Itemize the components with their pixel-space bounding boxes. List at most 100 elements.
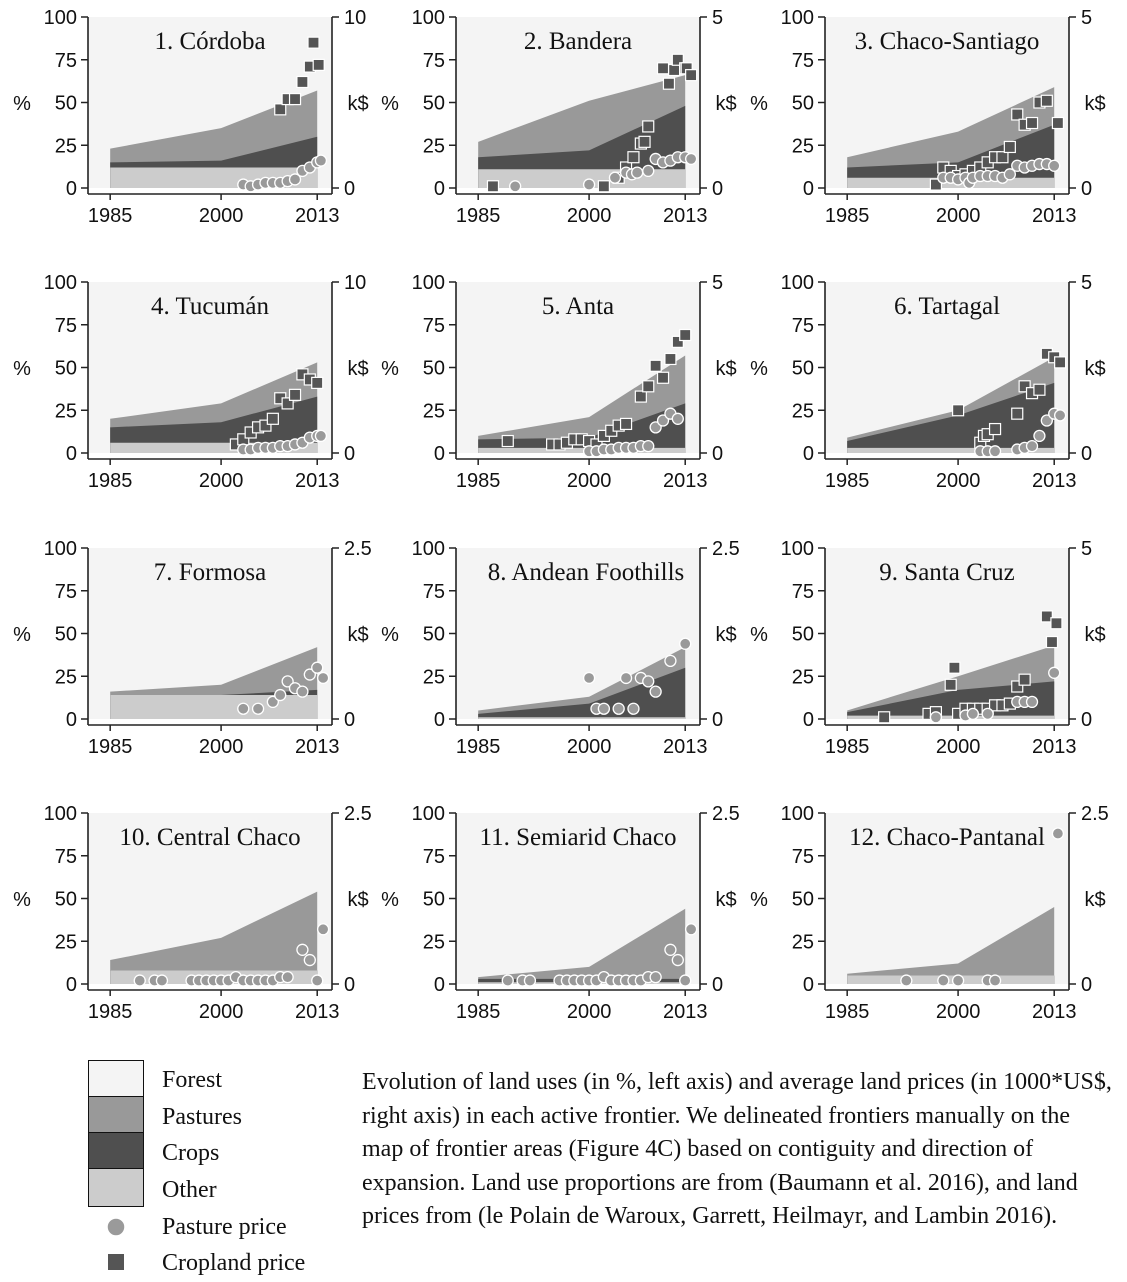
pasture-price-point (988, 445, 1002, 458)
x-tick-label: 1985 (456, 205, 501, 227)
left-tick-label: 50 (55, 93, 77, 115)
pasture-price-point (582, 178, 596, 191)
right-axis-label: k$ (347, 889, 368, 911)
pasture-price-point (929, 711, 943, 724)
left-tick-label: 0 (434, 178, 445, 200)
crops-area (110, 396, 318, 453)
panel-title: 5. Anta (542, 293, 614, 320)
pasture-price-point (288, 173, 302, 186)
cropland-price-point (1051, 116, 1065, 130)
cropland-price-point (281, 397, 294, 410)
chart-panel-10: 100 75 50 25 0 2.5 0 1985 2000 2013% k$ 10. Central… (13, 803, 372, 1023)
crops-area (847, 382, 1055, 453)
pasture-price-point (981, 707, 994, 721)
left-tick-label: 25 (55, 931, 77, 953)
right-tick-label: 5 (712, 272, 723, 294)
pastures-area (478, 908, 686, 984)
pasture-price-point (937, 974, 950, 987)
cropland-price-point (664, 352, 677, 366)
panel-title: 3. Chaco-Santiago (855, 28, 1040, 55)
pasture-price-point (1051, 827, 1065, 840)
cropland-price-point (307, 36, 320, 49)
left-tick-label: 0 (66, 443, 77, 465)
pasture-price-point (311, 661, 324, 674)
pasture-price-point (656, 414, 670, 427)
pasture-price-point (314, 154, 328, 167)
left-tick-label: 50 (423, 624, 445, 646)
cropland-price-point (501, 434, 514, 448)
pasture-price-point (642, 440, 655, 453)
pasture-price-point (311, 974, 324, 987)
cropland-price-point (266, 412, 279, 425)
left-axis-label: % (750, 889, 768, 911)
pasture-price-point (608, 171, 622, 184)
cropland-price-point (638, 135, 651, 148)
cropland-price-point (1045, 635, 1059, 649)
left-axis-label: % (381, 624, 399, 646)
x-tick-label: 2000 (936, 205, 981, 227)
right-tick-label: 5 (712, 7, 723, 29)
x-tick-label: 2013 (1032, 470, 1077, 492)
x-tick-label: 2000 (567, 205, 612, 227)
left-axis-label: % (750, 358, 768, 380)
panel-title: 11. Semiarid Chaco (480, 824, 677, 851)
pasture-price-circle-icon (106, 1217, 126, 1237)
left-tick-label: 0 (434, 443, 445, 465)
cropland-price-point (288, 92, 302, 106)
pasture-price-point (679, 637, 692, 650)
cropland-price-point (296, 75, 309, 89)
left-tick-label: 100 (412, 803, 445, 825)
pasture-price-point (649, 421, 662, 434)
right-tick-label: 0 (1081, 443, 1092, 465)
cropland-price-point (649, 359, 662, 372)
left-tick-label: 75 (423, 315, 445, 337)
right-axis-label: k$ (347, 624, 368, 646)
right-tick-label: 0 (344, 443, 355, 465)
panel-title: 10. Central Chaco (119, 824, 300, 851)
left-tick-label: 100 (44, 803, 77, 825)
cropland-price-point (679, 328, 692, 342)
left-tick-label: 100 (412, 272, 445, 294)
left-axis-label: % (381, 889, 399, 911)
pasture-price-point (966, 707, 980, 721)
left-tick-label: 100 (44, 7, 77, 29)
left-tick-label: 100 (44, 272, 77, 294)
x-tick-label: 2013 (295, 205, 340, 227)
other-area (110, 695, 318, 719)
pasture-price-point (251, 702, 265, 715)
right-tick-label: 2.5 (344, 803, 372, 825)
cropland-price-point (1040, 94, 1053, 107)
pasture-price-point (1048, 159, 1061, 172)
cropland-price-point (1011, 407, 1024, 420)
x-tick-label: 2013 (295, 1001, 340, 1023)
cropland-price-point (988, 422, 1002, 436)
left-tick-label: 50 (423, 358, 445, 380)
right-tick-label: 0 (1081, 974, 1092, 996)
right-axis-label: k$ (1084, 358, 1105, 380)
x-tick-label: 2000 (936, 736, 981, 758)
pasture-price-point (303, 953, 316, 967)
pasture-price-point (619, 671, 633, 685)
right-axis-label: k$ (715, 624, 736, 646)
cropland-price-square-icon (108, 1254, 124, 1270)
other-area (847, 975, 1055, 984)
left-tick-label: 25 (792, 135, 814, 157)
legend-label-forest: Forest (162, 1067, 222, 1093)
right-tick-label: 0 (712, 443, 723, 465)
pasture-price-point (684, 923, 698, 936)
cropland-price-point (259, 419, 272, 432)
chart-panel-12: 100 75 50 25 0 2.5 0 1985 2000 2013% k$ 12. Chaco-P… (750, 803, 1109, 1023)
pastures-area (110, 891, 318, 984)
panel-title: 7. Formosa (154, 559, 267, 586)
panel-title: 9. Santa Cruz (879, 559, 1014, 586)
cropland-price-point (944, 678, 957, 691)
left-axis-label: % (750, 93, 768, 115)
left-tick-label: 75 (792, 50, 814, 72)
left-tick-label: 75 (792, 846, 814, 868)
x-tick-label: 1985 (88, 736, 133, 758)
pasture-price-point (523, 974, 537, 987)
